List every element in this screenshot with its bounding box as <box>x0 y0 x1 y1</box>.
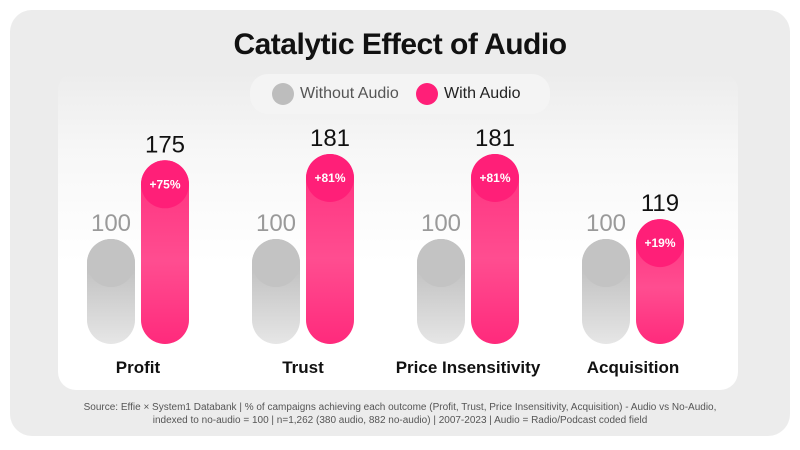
category-label-acquisition: Acquisition <box>587 358 680 377</box>
chart-title: Catalytic Effect of Audio <box>233 28 567 61</box>
legend-label-without-audio: Without Audio <box>300 85 399 102</box>
value-label-without-audio-profit: 100 <box>91 210 131 237</box>
uplift-label-price-insensitivity: +81% <box>479 171 510 185</box>
bar-cap-with-audio-profit <box>141 160 189 209</box>
bar-group-trust: 100 181 +81% Trust <box>252 125 354 377</box>
bar-cap-without-audio-profit <box>87 239 135 288</box>
legend-swatch-with-audio <box>416 83 438 105</box>
bar-group-profit: 100 175 +75% Profit <box>87 131 189 377</box>
category-label-profit: Profit <box>116 358 161 377</box>
value-label-with-audio-profit: 175 <box>145 131 185 158</box>
uplift-label-trust: +81% <box>314 171 345 185</box>
bar-group-price-insensitivity: 100 181 +81% Price Insensitivity <box>396 125 541 377</box>
value-label-without-audio-trust: 100 <box>256 210 296 237</box>
legend-swatch-without-audio <box>272 83 294 105</box>
bar-cap-with-audio-acquisition <box>636 219 684 268</box>
bar-with-audio-price-insensitivity <box>471 154 519 344</box>
bar-with-audio-trust <box>306 154 354 344</box>
source-line-1: Source: Effie × System1 Databank | % of … <box>83 402 717 413</box>
bar-cap-with-audio-trust <box>306 154 354 202</box>
bar-with-audio-profit <box>141 160 189 344</box>
category-label-price-insensitivity: Price Insensitivity <box>396 358 541 377</box>
bar-cap-with-audio-price-insensitivity <box>471 154 519 202</box>
uplift-label-acquisition: +19% <box>644 236 675 250</box>
bar-group-acquisition: 100 119 +19% Acquisition <box>582 190 684 377</box>
value-label-with-audio-trust: 181 <box>310 125 350 152</box>
bar-cap-without-audio-trust <box>252 239 300 288</box>
source-note: Source: Effie × System1 Databank | % of … <box>20 401 780 427</box>
legend-item-without-audio: Without Audio <box>272 82 399 106</box>
legend: Without Audio With Audio <box>250 74 550 114</box>
value-label-with-audio-acquisition: 119 <box>641 190 679 217</box>
uplift-label-profit: +75% <box>149 177 180 191</box>
source-line-2: indexed to no-audio = 100 | n=1,262 (380… <box>152 415 648 426</box>
value-label-without-audio-price-insensitivity: 100 <box>421 210 461 237</box>
category-label-trust: Trust <box>282 358 324 377</box>
bar-cap-without-audio-price-insensitivity <box>417 239 465 288</box>
value-label-without-audio-acquisition: 100 <box>586 210 626 237</box>
legend-item-with-audio: With Audio <box>416 82 520 106</box>
value-label-with-audio-price-insensitivity: 181 <box>475 125 515 152</box>
legend-label-with-audio: With Audio <box>444 85 521 102</box>
bar-cap-without-audio-acquisition <box>582 239 630 288</box>
